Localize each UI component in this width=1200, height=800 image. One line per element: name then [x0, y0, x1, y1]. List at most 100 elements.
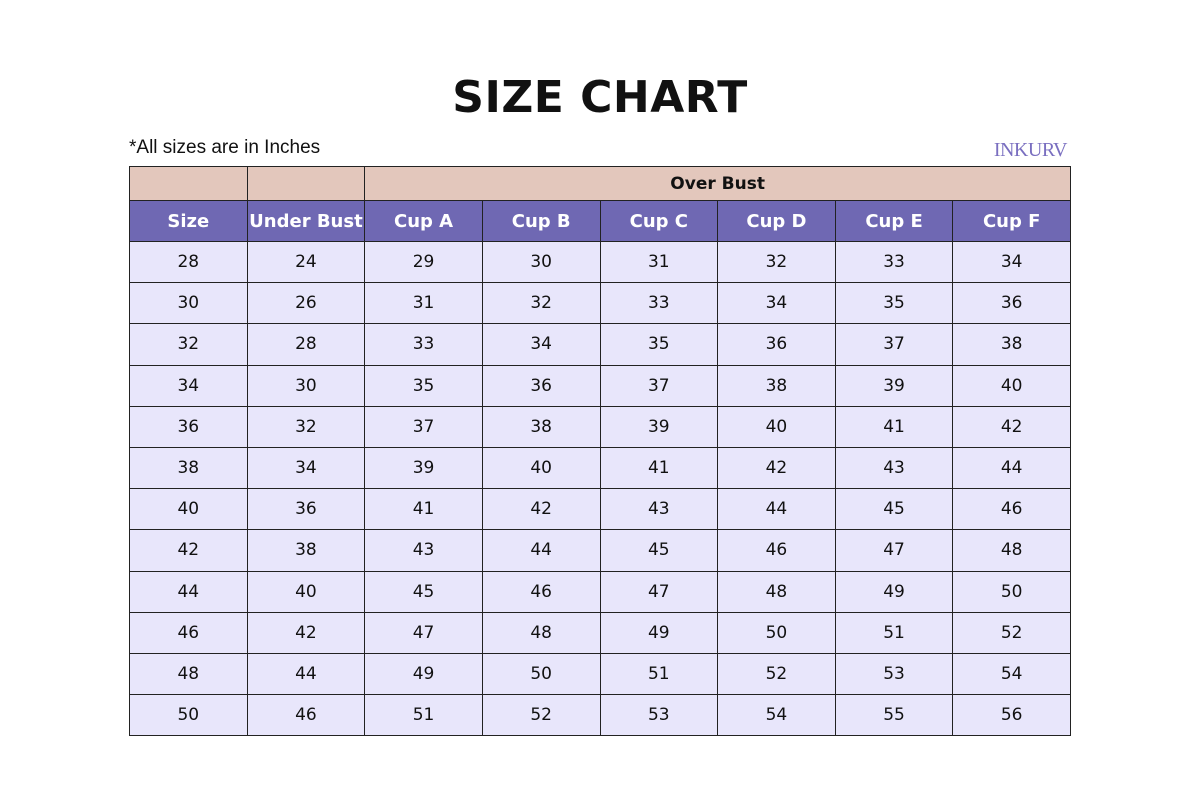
- table-cell: 34: [952, 240, 1071, 284]
- group-header-empty: [246, 166, 366, 201]
- table-cell: 48: [129, 652, 248, 696]
- table-cell: 38: [717, 364, 836, 407]
- column-header: Cup C: [599, 200, 719, 242]
- table-cell: 33: [364, 323, 483, 366]
- table-cell: 49: [364, 652, 483, 696]
- column-header: Cup D: [717, 200, 836, 242]
- table-cell: 38: [481, 405, 601, 448]
- table-cell: 46: [717, 529, 836, 572]
- table-cell: 44: [952, 446, 1071, 490]
- table-row: 40 36 41 42 43 44 45 46: [129, 488, 1071, 531]
- table-cell: 48: [481, 611, 601, 654]
- table-cell: 45: [364, 570, 483, 613]
- table-cell: 34: [246, 446, 366, 490]
- table-cell: 38: [952, 323, 1071, 366]
- table-cell: 42: [717, 446, 836, 490]
- table-cell: 35: [834, 282, 954, 325]
- table-cell: 31: [599, 240, 719, 284]
- table-cell: 51: [364, 694, 483, 737]
- table-body: 28 24 29 30 31 32 33 34 30 26 31 32 33 34 35 36 32 28 33 34…: [129, 240, 1071, 737]
- table-cell: 36: [952, 282, 1071, 325]
- table-cell: 28: [129, 240, 248, 284]
- table-cell: 36: [717, 323, 836, 366]
- table-cell: 40: [246, 570, 366, 613]
- table-cell: 36: [129, 405, 248, 448]
- table-cell: 26: [246, 282, 366, 325]
- table-row: 28 24 29 30 31 32 33 34: [129, 240, 1071, 284]
- table-cell: 32: [717, 240, 836, 284]
- table-cell: 40: [717, 405, 836, 448]
- table-cell: 38: [129, 446, 248, 490]
- table-cell: 45: [834, 488, 954, 531]
- table-cell: 30: [481, 240, 601, 284]
- table-cell: 54: [717, 694, 836, 737]
- table-row: 50 46 51 52 53 54 55 56: [129, 694, 1071, 737]
- table-cell: 34: [717, 282, 836, 325]
- table-row: 32 28 33 34 35 36 37 38: [129, 323, 1071, 366]
- table-row: 36 32 37 38 39 40 41 42: [129, 405, 1071, 448]
- table-cell: 51: [834, 611, 954, 654]
- table-cell: 46: [246, 694, 366, 737]
- table-cell: 52: [717, 652, 836, 696]
- column-header: Size: [129, 200, 248, 242]
- column-header: Under Bust: [246, 200, 366, 242]
- table-cell: 43: [834, 446, 954, 490]
- group-header-empty: [129, 166, 248, 201]
- table-cell: 45: [599, 529, 719, 572]
- table-cell: 34: [129, 364, 248, 407]
- table-cell: 47: [599, 570, 719, 613]
- table-cell: 43: [599, 488, 719, 531]
- table-cell: 44: [246, 652, 366, 696]
- table-cell: 44: [717, 488, 836, 531]
- table-row: 46 42 47 48 49 50 51 52: [129, 611, 1071, 654]
- table-cell: 37: [364, 405, 483, 448]
- table-row: 38 34 39 40 41 42 43 44: [129, 446, 1071, 490]
- table-cell: 30: [246, 364, 366, 407]
- column-header: Cup F: [952, 200, 1071, 242]
- table-row: 42 38 43 44 45 46 47 48: [129, 529, 1071, 572]
- table-cell: 32: [481, 282, 601, 325]
- table-cell: 53: [599, 694, 719, 737]
- table-row: 48 44 49 50 51 52 53 54: [129, 652, 1071, 696]
- table-cell: 49: [599, 611, 719, 654]
- table-cell: 40: [481, 446, 601, 490]
- table-cell: 41: [834, 405, 954, 448]
- column-header: Cup B: [481, 200, 601, 242]
- table-cell: 32: [246, 405, 366, 448]
- table-cell: 39: [599, 405, 719, 448]
- table-cell: 50: [481, 652, 601, 696]
- table-cell: 29: [364, 240, 483, 284]
- table-cell: 24: [246, 240, 366, 284]
- table-cell: 50: [717, 611, 836, 654]
- table-cell: 42: [952, 405, 1071, 448]
- table-row: 44 40 45 46 47 48 49 50: [129, 570, 1071, 613]
- table-cell: 40: [952, 364, 1071, 407]
- table-cell: 56: [952, 694, 1071, 737]
- table-cell: 49: [834, 570, 954, 613]
- column-header: Cup A: [364, 200, 483, 242]
- table-cell: 52: [481, 694, 601, 737]
- table-cell: 41: [364, 488, 483, 531]
- table-cell: 35: [599, 323, 719, 366]
- table-cell: 42: [246, 611, 366, 654]
- table-cell: 36: [246, 488, 366, 531]
- table-cell: 38: [246, 529, 366, 572]
- table-cell: 48: [952, 529, 1071, 572]
- table-cell: 46: [129, 611, 248, 654]
- table-cell: 46: [481, 570, 601, 613]
- table-cell: 34: [481, 323, 601, 366]
- brand-logo: INKURV: [993, 139, 1068, 161]
- table-cell: 52: [952, 611, 1071, 654]
- table-cell: 50: [129, 694, 248, 737]
- table-row: 34 30 35 36 37 38 39 40: [129, 364, 1071, 407]
- table-cell: 47: [364, 611, 483, 654]
- units-note: *All sizes are in Inches: [129, 137, 321, 158]
- table-cell: 33: [834, 240, 954, 284]
- table-cell: 37: [834, 323, 954, 366]
- table-cell: 33: [599, 282, 719, 325]
- table-cell: 36: [481, 364, 601, 407]
- table-cell: 32: [129, 323, 248, 366]
- table-cell: 37: [599, 364, 719, 407]
- table-row: 30 26 31 32 33 34 35 36: [129, 282, 1071, 325]
